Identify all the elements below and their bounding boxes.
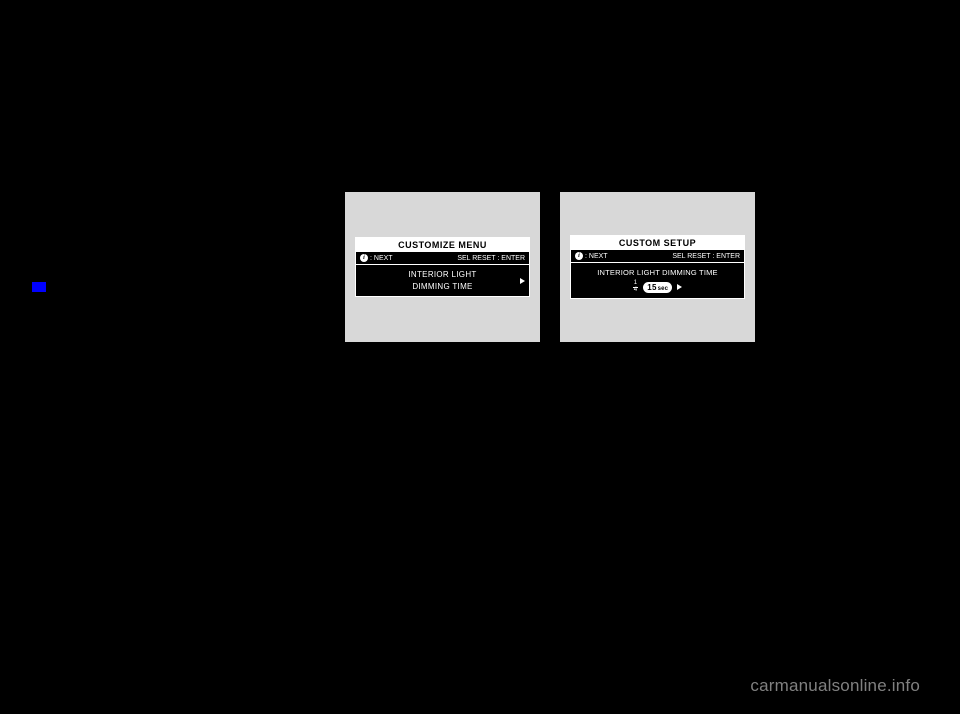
value-unit: sec xyxy=(658,286,669,292)
value-number: 15 xyxy=(647,283,656,292)
display-subheader: i : NEXT SEL RESET : ENTER xyxy=(356,252,529,265)
display-subheader: i : NEXT SEL RESET : ENTER xyxy=(571,250,744,263)
info-next-label: i : NEXT xyxy=(360,254,393,262)
lcd-screen-left: CUSTOMIZE MENU i : NEXT SEL RESET : ENTE… xyxy=(345,192,540,342)
sel-reset-label: SEL RESET : ENTER xyxy=(672,253,740,260)
chevron-right-icon xyxy=(677,284,682,290)
info-next-label: i : NEXT xyxy=(575,252,608,260)
lcd-screen-right: CUSTOM SETUP i : NEXT SEL RESET : ENTER … xyxy=(560,192,755,342)
chevron-right-icon xyxy=(520,278,525,284)
value-row: 1 4 15 sec xyxy=(633,281,682,293)
display-body: INTERIOR LIGHT DIMMING TIME xyxy=(356,265,529,295)
display-header: CUSTOM SETUP xyxy=(571,236,744,250)
side-marker xyxy=(32,282,46,292)
fraction-denominator: 4 xyxy=(633,288,639,293)
display-header: CUSTOMIZE MENU xyxy=(356,238,529,252)
watermark: carmanualsonline.info xyxy=(750,676,920,696)
body-line-2: DIMMING TIME xyxy=(362,281,523,292)
body-line-1: INTERIOR LIGHT xyxy=(362,269,523,280)
fraction-indicator: 1 4 xyxy=(633,281,639,293)
display-unit-right: CUSTOM SETUP i : NEXT SEL RESET : ENTER … xyxy=(570,235,745,299)
screens-row: CUSTOMIZE MENU i : NEXT SEL RESET : ENTE… xyxy=(345,192,755,342)
sel-reset-label: SEL RESET : ENTER xyxy=(457,255,525,262)
info-icon: i xyxy=(360,254,368,262)
body-title: INTERIOR LIGHT DIMMING TIME xyxy=(577,268,738,277)
next-label: : NEXT xyxy=(585,253,608,260)
value-badge: 15 sec xyxy=(643,282,672,293)
display-body: INTERIOR LIGHT DIMMING TIME 1 4 15 sec xyxy=(571,263,744,298)
display-unit-left: CUSTOMIZE MENU i : NEXT SEL RESET : ENTE… xyxy=(355,237,530,296)
next-label: : NEXT xyxy=(370,255,393,262)
info-icon: i xyxy=(575,252,583,260)
